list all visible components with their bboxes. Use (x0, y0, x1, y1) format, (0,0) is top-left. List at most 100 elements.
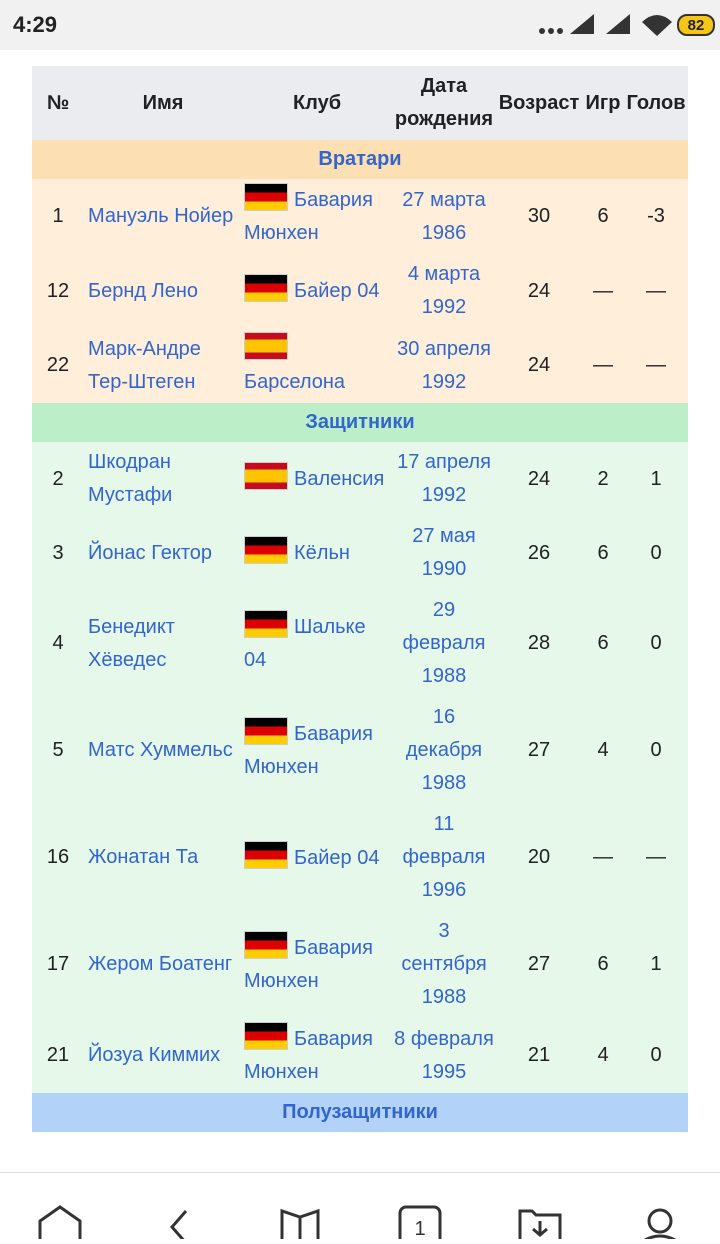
text-games: 6 (597, 953, 609, 975)
cell-club: Байер 04 (242, 804, 392, 911)
cell-games: 6 (582, 516, 624, 590)
cell-name: Йонас Гектор (84, 516, 242, 590)
flag (244, 610, 288, 638)
link-date[interactable]: 29 февраля 1988 (402, 599, 486, 687)
text-age: 30 (527, 205, 551, 227)
cell-num: 3 (32, 516, 84, 590)
link-club[interactable]: Бавария Мюнхен (244, 1028, 373, 1083)
back-icon[interactable] (170, 1210, 188, 1244)
cell-age: 27 (496, 911, 582, 1018)
link-name[interactable]: Матс Хуммельс (88, 739, 233, 761)
tabs-icon[interactable] (398, 1205, 442, 1244)
text-num: 17 (46, 953, 70, 975)
cell-club: Бавария Мюнхен (242, 1018, 392, 1093)
link-club[interactable]: Кёльн (294, 542, 350, 564)
link-club[interactable]: Бавария Мюнхен (244, 723, 373, 778)
link-name[interactable]: Марк-Андре Тер-Штеген (88, 337, 201, 393)
cell-date: 27 мая 1990 (392, 516, 496, 590)
cell-age: 21 (496, 1018, 582, 1093)
group-title[interactable]: Защитники (305, 411, 415, 433)
cell-games: — (582, 328, 624, 403)
player-row: 1 Мануэль Нойер Бавария Мюнхен 27 марта 198… (32, 179, 688, 254)
text-goals: 1 (650, 953, 662, 975)
text-age: 27 (527, 739, 551, 761)
bookmarks-icon[interactable] (280, 1208, 320, 1239)
clock: 4:29 (13, 12, 58, 37)
cell-name: Бернд Лено (84, 254, 242, 328)
status-bar: 4:29 82 (0, 0, 720, 50)
text-age: 24 (527, 279, 551, 302)
table-body: Вратари 1 Мануэль Нойер Бавария Мюнхен 27 ма… (32, 140, 688, 1132)
link-name[interactable]: Жонатан Та (88, 846, 199, 868)
link-date[interactable]: 27 марта 1986 (402, 188, 486, 244)
link-date[interactable]: 30 апреля 1992 (397, 337, 491, 393)
link-date[interactable]: 4 марта 1992 (407, 263, 481, 318)
column-header: Имя (84, 66, 242, 140)
link-date[interactable]: 27 мая 1990 (412, 525, 476, 580)
text-games: — (593, 354, 613, 376)
text-age: 27 (527, 953, 551, 975)
cell-date: 16 декабря 1988 (392, 697, 496, 804)
text-age: 28 (527, 632, 551, 654)
text-num: 12 (46, 279, 70, 302)
text-games: — (593, 846, 613, 868)
flag (244, 717, 288, 745)
text-age: 24 (527, 354, 551, 376)
link-club[interactable]: Шальке 04 (244, 616, 366, 671)
cell-games: 6 (582, 911, 624, 1018)
downloads-icon[interactable] (518, 1209, 562, 1239)
link-name[interactable]: Бернд Лено (88, 279, 199, 302)
home-icon[interactable] (38, 1205, 82, 1239)
cell-num: 21 (32, 1018, 84, 1093)
cell-num: 17 (32, 911, 84, 1018)
squad-table: № Имя Клуб Дата рождения Возраст Игр Голов Вра… (32, 66, 688, 1132)
column-header: Дата рождения (392, 66, 496, 140)
cell-date: 4 марта 1992 (392, 254, 496, 328)
player-row: 16 Жонатан Та Байер 04 11 февраля 1996 20 — — (32, 804, 688, 911)
link-name[interactable]: Шкодран Мустафи (88, 451, 173, 506)
link-club[interactable]: Бавария Мюнхен (244, 937, 373, 992)
link-club[interactable]: Бавария Мюнхен (244, 189, 373, 244)
link-date[interactable]: 17 апреля 1992 (397, 451, 491, 506)
cell-date: 8 февраля 1995 (392, 1018, 496, 1093)
cell-name: Бенедикт Хёведес (84, 590, 242, 697)
link-date[interactable]: 8 февраля 1995 (394, 1027, 494, 1083)
cell-club: Барселона (242, 328, 392, 403)
battery-level: 82 (688, 17, 705, 34)
link-name[interactable]: Йозуа Киммих (88, 1044, 221, 1066)
flag (244, 931, 288, 959)
text-num: 1 (52, 205, 64, 227)
cell-age: 24 (496, 442, 582, 516)
nav-icons: 1 (38, 1205, 681, 1244)
link-club[interactable]: Байер 04 (294, 846, 380, 869)
link-club[interactable]: Валенсия (294, 468, 385, 490)
link-date[interactable]: 3 сентября 1988 (401, 920, 487, 1008)
link-name[interactable]: Йонас Гектор (88, 541, 212, 564)
cell-club: Кёльн (242, 516, 392, 590)
link-name[interactable]: Мануэль Нойер (88, 205, 234, 227)
group-title[interactable]: Полузащитники (282, 1101, 438, 1123)
link-club[interactable]: Байер 04 (294, 280, 380, 302)
cell-goals: 0 (624, 1018, 688, 1093)
link-date[interactable]: 11 февраля 1996 (402, 813, 486, 901)
profile-icon[interactable] (647, 1208, 673, 1234)
link-name[interactable]: Бенедикт Хёведес (88, 615, 175, 671)
text-num: 3 (52, 541, 64, 564)
text-games: 6 (597, 632, 609, 654)
player-row: 5 Матс Хуммельс Бавария Мюнхен 16 декабря 1… (32, 697, 688, 804)
cell-age: 27 (496, 697, 582, 804)
flag (244, 332, 288, 360)
link-name[interactable]: Жером Боатенг (88, 953, 233, 975)
link-date[interactable]: 16 декабря 1988 (405, 706, 483, 794)
flag (244, 840, 288, 869)
cell-games: 6 (582, 179, 624, 254)
text-num: 5 (52, 739, 64, 761)
link-club[interactable]: Барселона (244, 371, 346, 393)
squad-table-wrap: № Имя Клуб Дата рождения Возраст Игр Голов Вра… (32, 66, 688, 1132)
cell-goals: 0 (624, 697, 688, 804)
cell-goals: — (624, 804, 688, 911)
cell-num: 2 (32, 442, 84, 516)
cell-name: Шкодран Мустафи (84, 442, 242, 516)
cell-age: 20 (496, 804, 582, 911)
group-title[interactable]: Вратари (318, 148, 402, 170)
